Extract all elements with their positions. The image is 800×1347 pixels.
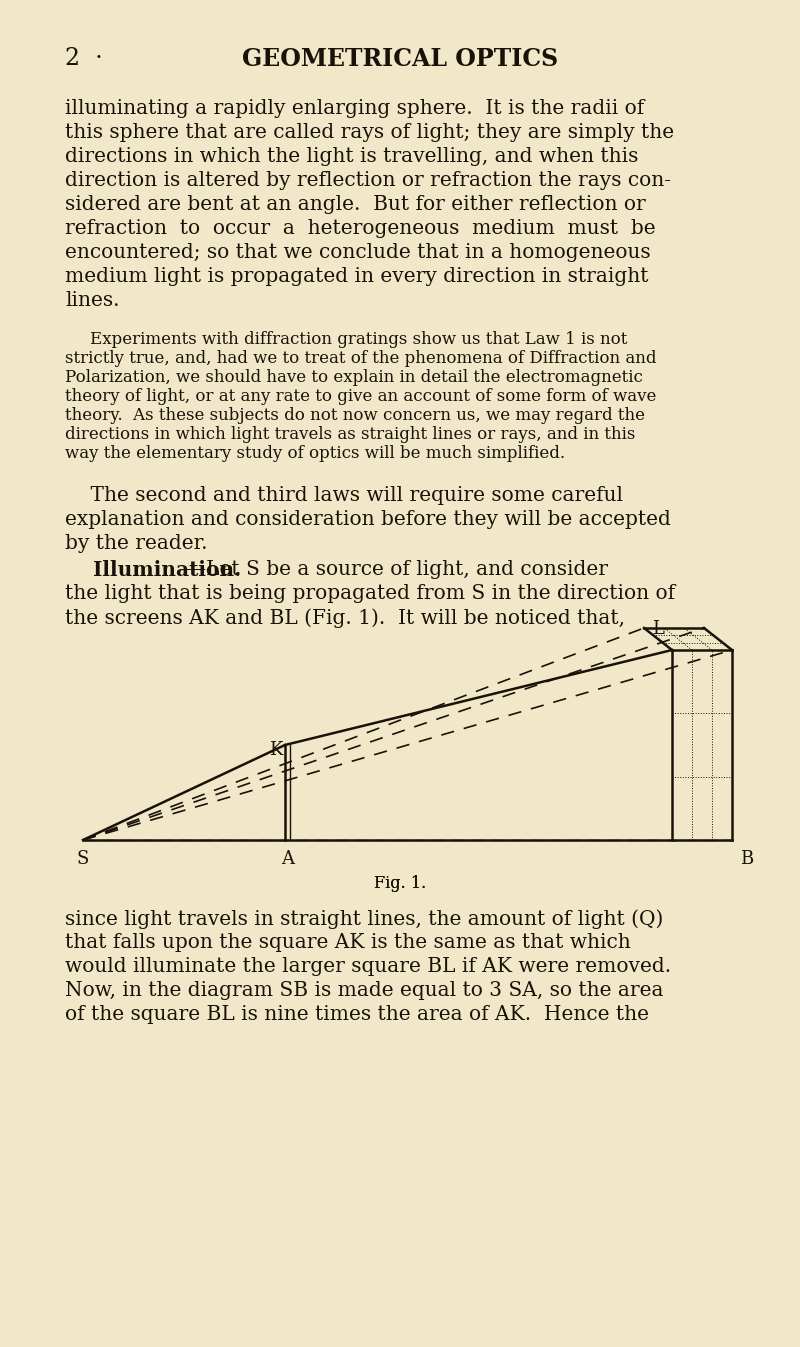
- Text: Fıɡ. 1.: Fıɡ. 1.: [374, 876, 426, 892]
- Text: medium light is propagated in every direction in straight: medium light is propagated in every dire…: [65, 267, 649, 286]
- Text: directions in which the light is travelling, and when this: directions in which the light is travell…: [65, 147, 638, 166]
- Text: Fig. 1.: Fig. 1.: [374, 876, 426, 892]
- Text: refraction  to  occur  a  heterogeneous  medium  must  be: refraction to occur a heterogeneous medi…: [65, 220, 656, 238]
- Text: strictly true, and, had we to treat of the phenomena of Diffraction and: strictly true, and, had we to treat of t…: [65, 350, 657, 366]
- Text: B: B: [740, 850, 754, 867]
- Text: —Let S be a source of light, and consider: —Let S be a source of light, and conside…: [186, 560, 608, 579]
- Text: S: S: [77, 850, 90, 867]
- Text: theory of light, or at any rate to give an account of some form of wave: theory of light, or at any rate to give …: [65, 388, 656, 405]
- Text: that falls upon the square AK is the same as that which: that falls upon the square AK is the sam…: [65, 933, 630, 952]
- Text: GEOMETRICAL OPTICS: GEOMETRICAL OPTICS: [242, 47, 558, 71]
- Text: direction is altered by reflection or refraction the rays con-: direction is altered by reflection or re…: [65, 171, 671, 190]
- Text: by the reader.: by the reader.: [65, 533, 207, 554]
- Text: lines.: lines.: [65, 291, 119, 310]
- Text: Now, in the diagram SB is made equal to 3 SA, so the area: Now, in the diagram SB is made equal to …: [65, 981, 663, 999]
- Text: sidered are bent at an angle.  But for either reflection or: sidered are bent at an angle. But for ei…: [65, 195, 646, 214]
- Text: Polarization, we should have to explain in detail the electromagnetic: Polarization, we should have to explain …: [65, 369, 643, 387]
- Text: L: L: [652, 620, 664, 638]
- Text: directions in which light travels as straight lines or rays, and in this: directions in which light travels as str…: [65, 426, 635, 443]
- Text: A: A: [281, 850, 294, 867]
- Text: would illuminate the larger square BL if AK were removed.: would illuminate the larger square BL if…: [65, 956, 671, 977]
- Text: the screens AK and BL (Fig. 1).  It will be noticed that,: the screens AK and BL (Fig. 1). It will …: [65, 607, 625, 628]
- Text: illuminating a rapidly enlarging sphere.  It is the radii of: illuminating a rapidly enlarging sphere.…: [65, 98, 644, 119]
- Text: 2  ·: 2 ·: [65, 47, 102, 70]
- Text: this sphere that are called rays of light; they are simply the: this sphere that are called rays of ligh…: [65, 123, 674, 141]
- Text: explanation and consideration before they will be accepted: explanation and consideration before the…: [65, 511, 671, 529]
- Text: Experiments with diffraction gratings show us that Law 1 is not: Experiments with diffraction gratings sh…: [90, 331, 627, 348]
- Text: K: K: [269, 741, 282, 758]
- Text: since light travels in straight lines, the amount of light (Q): since light travels in straight lines, t…: [65, 909, 663, 928]
- Text: theory.  As these subjects do not now concern us, we may regard the: theory. As these subjects do not now con…: [65, 407, 645, 424]
- Text: Illumination.: Illumination.: [93, 560, 241, 581]
- Text: The second and third laws will require some careful: The second and third laws will require s…: [65, 486, 623, 505]
- Text: encountered; so that we conclude that in a homogeneous: encountered; so that we conclude that in…: [65, 242, 650, 263]
- Text: the light that is being propagated from S in the direction of: the light that is being propagated from …: [65, 585, 675, 603]
- Text: way the elementary study of optics will be much simplified.: way the elementary study of optics will …: [65, 445, 565, 462]
- Text: of the square BL is nine times the area of AK.  Hence the: of the square BL is nine times the area …: [65, 1005, 649, 1024]
